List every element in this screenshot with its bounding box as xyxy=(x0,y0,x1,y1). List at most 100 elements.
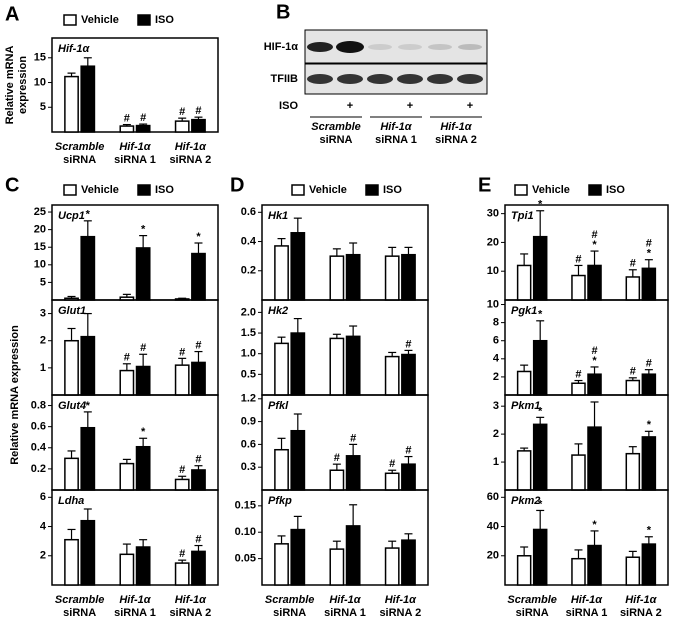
significance-label: * xyxy=(538,405,543,417)
y-tick-label: 0.2 xyxy=(31,463,46,475)
category-label: Scramble xyxy=(311,121,361,133)
category-label: siRNA 2 xyxy=(620,607,662,619)
y-tick-label: 0.8 xyxy=(31,399,46,411)
band xyxy=(307,42,333,52)
category-label: siRNA xyxy=(63,154,96,166)
significance-label: # xyxy=(350,432,356,444)
significance-label: * xyxy=(592,355,597,367)
bar xyxy=(625,379,641,396)
significance-label: * xyxy=(592,239,597,251)
category-label: siRNA xyxy=(273,607,306,619)
legend-swatch xyxy=(514,184,528,196)
bar xyxy=(274,543,289,586)
bar xyxy=(80,235,96,301)
bar xyxy=(641,267,657,301)
y-tick-label: 1.0 xyxy=(241,348,256,360)
bar xyxy=(401,353,416,396)
bar xyxy=(191,118,206,133)
y-tick-label: 15 xyxy=(34,241,46,253)
bar xyxy=(135,546,151,586)
y-tick-label: 0.6 xyxy=(241,438,256,450)
category-label: Scramble xyxy=(55,141,105,153)
category-label: Hif-1α xyxy=(119,594,151,606)
legend-label: Vehicle xyxy=(81,14,119,26)
bar xyxy=(384,355,400,396)
y-tick-label: 0.15 xyxy=(235,500,256,512)
bar xyxy=(587,426,602,491)
bar xyxy=(641,543,657,586)
significance-label: * xyxy=(141,426,146,438)
y-tick-label: 3 xyxy=(493,400,499,412)
bar xyxy=(290,528,306,586)
panel-letter: A xyxy=(5,3,19,25)
y-tick-label: 4 xyxy=(493,353,500,365)
bar xyxy=(274,342,289,396)
band xyxy=(457,74,483,84)
y-tick-label: 10 xyxy=(487,298,499,310)
legend-swatch xyxy=(365,184,379,196)
bar xyxy=(80,519,96,586)
bar xyxy=(329,548,345,586)
category-label: siRNA 2 xyxy=(169,154,211,166)
category-label: Hif-1α xyxy=(625,594,657,606)
band xyxy=(337,74,363,84)
bar xyxy=(532,528,548,586)
band xyxy=(307,74,333,84)
significance-label: # xyxy=(179,346,185,358)
significance-label: * xyxy=(86,209,91,221)
category-label: siRNA 1 xyxy=(114,607,156,619)
bar xyxy=(625,452,641,491)
category-label: siRNA 2 xyxy=(169,607,211,619)
significance-label: * xyxy=(538,309,543,321)
bar xyxy=(274,245,289,301)
y-tick-label: 10 xyxy=(34,259,46,271)
y-tick-label: 5 xyxy=(40,276,46,288)
significance-label: * xyxy=(538,498,543,510)
significance-label: * xyxy=(141,224,146,236)
significance-label: * xyxy=(592,390,597,402)
bar xyxy=(329,469,345,491)
y-tick-label: 2 xyxy=(40,550,46,562)
bar xyxy=(64,75,79,133)
bar xyxy=(174,478,190,491)
significance-label: # xyxy=(179,464,185,476)
bar xyxy=(516,555,532,586)
category-label: siRNA 1 xyxy=(566,607,608,619)
category-label: siRNA xyxy=(63,607,96,619)
y-tick-label: 0.6 xyxy=(241,206,256,218)
band xyxy=(458,44,482,50)
y-tick-label: 0.3 xyxy=(241,461,256,473)
y-tick-label: 10 xyxy=(34,76,46,88)
significance-label: * xyxy=(592,519,597,531)
category-label: Scramble xyxy=(55,594,105,606)
bar xyxy=(119,369,135,396)
y-tick-label: 1 xyxy=(40,362,46,374)
y-tick-label: 0.9 xyxy=(241,416,256,428)
y-tick-label: 20 xyxy=(487,236,499,248)
bar xyxy=(571,557,586,586)
category-label: siRNA 1 xyxy=(375,134,417,146)
legend-label: ISO xyxy=(383,184,402,196)
y-tick-label: 2 xyxy=(493,371,499,383)
panel-letter: C xyxy=(5,174,19,196)
y-tick-label: 20 xyxy=(34,224,46,236)
subplot-title: Glut1 xyxy=(58,305,86,317)
category-label: siRNA 1 xyxy=(114,154,156,166)
significance-label: # xyxy=(179,548,185,560)
treatment-mark: + xyxy=(347,100,353,112)
subplot-title: Tpi1 xyxy=(511,210,534,222)
significance-label: # xyxy=(389,458,395,470)
bar xyxy=(384,472,400,491)
bar xyxy=(532,339,548,396)
category-label: siRNA 2 xyxy=(379,607,421,619)
legend-label: ISO xyxy=(155,14,174,26)
significance-label: # xyxy=(179,106,185,118)
subplot-title: Hk1 xyxy=(268,210,288,222)
legend-swatch xyxy=(137,14,151,26)
significance-label: # xyxy=(195,339,201,351)
bar xyxy=(290,332,306,396)
legend-swatch xyxy=(291,184,305,196)
subplot-title: Pkm2 xyxy=(511,495,540,507)
band xyxy=(398,44,422,50)
subplot-title: Pfkl xyxy=(268,400,289,412)
